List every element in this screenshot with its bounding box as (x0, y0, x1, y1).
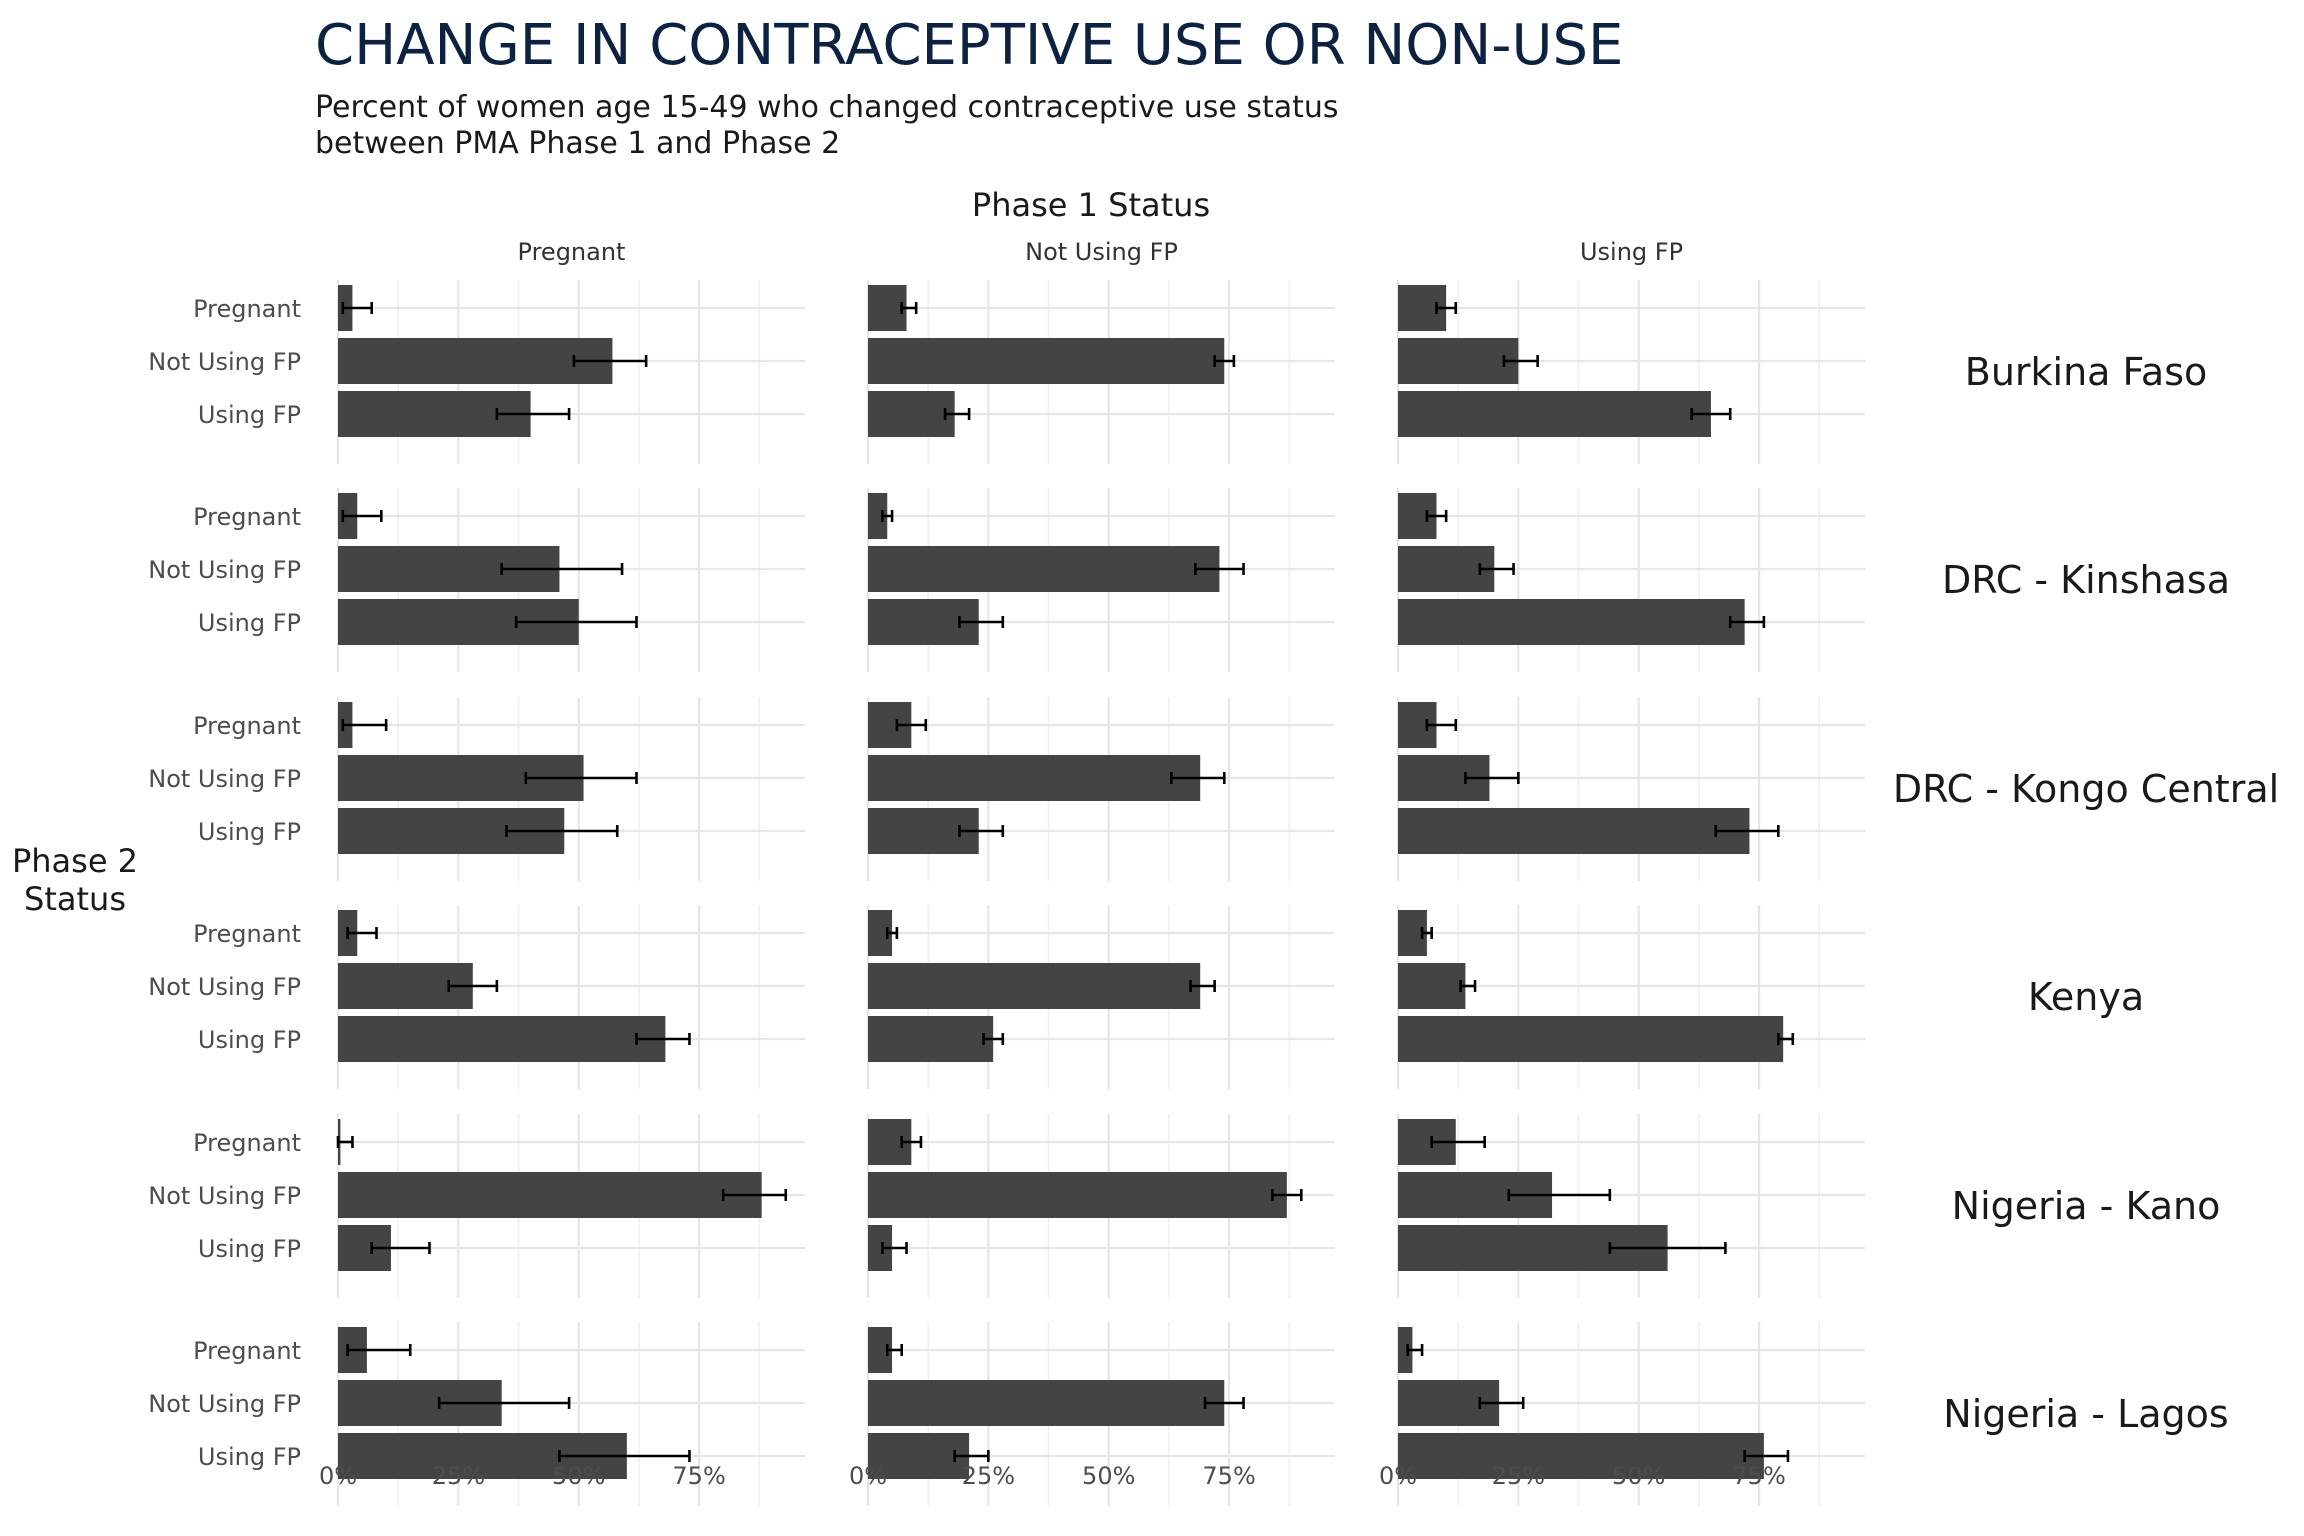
y-tick-label-using-fp: Using FP (198, 401, 301, 429)
bar-using-fp (868, 1433, 970, 1479)
x-tick-label: 75% (1202, 1462, 1255, 1490)
y-tick-label-not-using-fp: Not Using FP (148, 973, 301, 1001)
y-tick-label-using-fp: Using FP (198, 1235, 301, 1263)
column-facet-title: Phase 1 Status (972, 186, 1210, 224)
y-tick-label-pregnant: Pregnant (193, 1337, 301, 1365)
panel-drc-kinshasa-using-fp (1396, 488, 1865, 672)
panel-nigeria-kano-using-fp (1396, 1114, 1865, 1298)
y-tick-label-using-fp: Using FP (198, 1026, 301, 1054)
x-tick-label: 0% (849, 1462, 887, 1490)
x-tick-label: 25% (962, 1462, 1015, 1490)
panel-kenya-using-fp (1396, 905, 1865, 1089)
bar-not-using-fp (338, 338, 613, 384)
panel-nigeria-kano-pregnant: Pregnant Not Using FP Using FP (148, 1114, 805, 1298)
bar-using-fp (1398, 808, 1750, 854)
x-tick-label: 50% (1082, 1462, 1135, 1490)
row-strip-nigeria-lagos: Nigeria - Lagos (1943, 1392, 2228, 1436)
y-tick-label-pregnant: Pregnant (193, 1129, 301, 1157)
column-strip-using-fp: Using FP (1580, 238, 1683, 266)
panel-kenya-not-using-fp (866, 905, 1335, 1089)
row-strip-burkina-faso: Burkina Faso (1965, 350, 2208, 394)
row-strip-drc-kongo-central: DRC - Kongo Central (1893, 767, 2279, 811)
bar-not-using-fp (338, 1172, 762, 1218)
bar-pregnant (868, 493, 888, 539)
panel-drc-kinshasa-pregnant: Pregnant Not Using FP Using FP (148, 488, 805, 672)
y-tick-label-not-using-fp: Not Using FP (148, 556, 301, 584)
panel-burkina-faso-not-using-fp (866, 280, 1335, 464)
bar-not-using-fp (1398, 338, 1519, 384)
bar-using-fp (868, 1016, 994, 1062)
x-tick-label: 0% (1379, 1462, 1417, 1490)
y-tick-label-pregnant: Pregnant (193, 295, 301, 323)
bar-pregnant (1398, 1327, 1413, 1373)
column-strip-not-using-fp: Not Using FP (1025, 238, 1178, 266)
x-tick-label: 50% (552, 1462, 605, 1490)
chart-subtitle-line-1: Percent of women age 15-49 who changed c… (315, 90, 1339, 125)
x-tick-label: 75% (1732, 1462, 1785, 1490)
x-tick-label: 50% (1612, 1462, 1665, 1490)
panel-drc-kongo-central-not-using-fp (866, 697, 1335, 881)
bar-using-fp (1398, 1433, 1764, 1479)
y-tick-label-not-using-fp: Not Using FP (148, 348, 301, 376)
bar-not-using-fp (868, 963, 1201, 1009)
y-tick-label-using-fp: Using FP (198, 818, 301, 846)
y-tick-label-using-fp: Using FP (198, 1443, 301, 1471)
panel-drc-kinshasa-not-using-fp (866, 488, 1335, 672)
bar-not-using-fp (868, 338, 1225, 384)
y-tick-label-pregnant: Pregnant (193, 712, 301, 740)
panel-nigeria-lagos-pregnant: Pregnant Not Using FP Using FP 0% 25% 50% 75% (148, 1322, 805, 1506)
bar-using-fp (1398, 1016, 1784, 1062)
y-tick-label-pregnant: Pregnant (193, 920, 301, 948)
row-axis-title-line-2: Status (24, 880, 126, 918)
column-strip-pregnant: Pregnant (518, 238, 626, 266)
bar-using-fp (868, 391, 955, 437)
bar-not-using-fp (868, 1172, 1287, 1218)
bar-not-using-fp (1398, 963, 1466, 1009)
bar-not-using-fp (1398, 546, 1495, 592)
panels: Pregnant Not Using FP Using FP Burkina Faso… (148, 238, 2279, 1506)
bar-using-fp (1398, 391, 1711, 437)
panel-burkina-faso-using-fp (1396, 280, 1865, 464)
bar-not-using-fp (868, 755, 1201, 801)
panel-nigeria-lagos-using-fp: 0% 25% 50% 75% (1379, 1322, 1865, 1506)
y-tick-label-not-using-fp: Not Using FP (148, 1390, 301, 1418)
bar-using-fp (1398, 599, 1745, 645)
chart-subtitle-line-2: between PMA Phase 1 and Phase 2 (315, 126, 840, 161)
y-tick-label-not-using-fp: Not Using FP (148, 1182, 301, 1210)
panel-kenya-pregnant: Pregnant Not Using FP Using FP (148, 905, 805, 1089)
x-tick-label: 75% (672, 1462, 725, 1490)
chart-title: CHANGE IN CONTRACEPTIVE USE OR NON-USE (315, 13, 1623, 78)
bar-pregnant (868, 285, 907, 331)
x-tick-label: 25% (432, 1462, 485, 1490)
row-axis-title-line-1: Phase 2 (12, 842, 138, 880)
x-tick-label: 0% (319, 1462, 357, 1490)
bar-not-using-fp (868, 1380, 1225, 1426)
x-tick-label: 25% (1492, 1462, 1545, 1490)
panel-burkina-faso-pregnant: Pregnant Not Using FP Using FP (148, 280, 805, 464)
panel-drc-kongo-central-pregnant: Pregnant Not Using FP Using FP (148, 697, 805, 881)
panel-nigeria-kano-not-using-fp (866, 1114, 1335, 1298)
row-strip-nigeria-kano: Nigeria - Kano (1952, 1184, 2221, 1228)
row-strip-kenya: Kenya (2028, 975, 2144, 1019)
y-tick-label-pregnant: Pregnant (193, 503, 301, 531)
bar-not-using-fp (868, 546, 1220, 592)
row-strip-drc-kinshasa: DRC - Kinshasa (1942, 558, 2230, 602)
panel-drc-kongo-central-using-fp (1396, 697, 1865, 881)
y-tick-label-not-using-fp: Not Using FP (148, 765, 301, 793)
bar-using-fp (338, 1016, 666, 1062)
y-tick-label-using-fp: Using FP (198, 609, 301, 637)
panel-nigeria-lagos-not-using-fp: 0% 25% 50% 75% (849, 1322, 1335, 1506)
